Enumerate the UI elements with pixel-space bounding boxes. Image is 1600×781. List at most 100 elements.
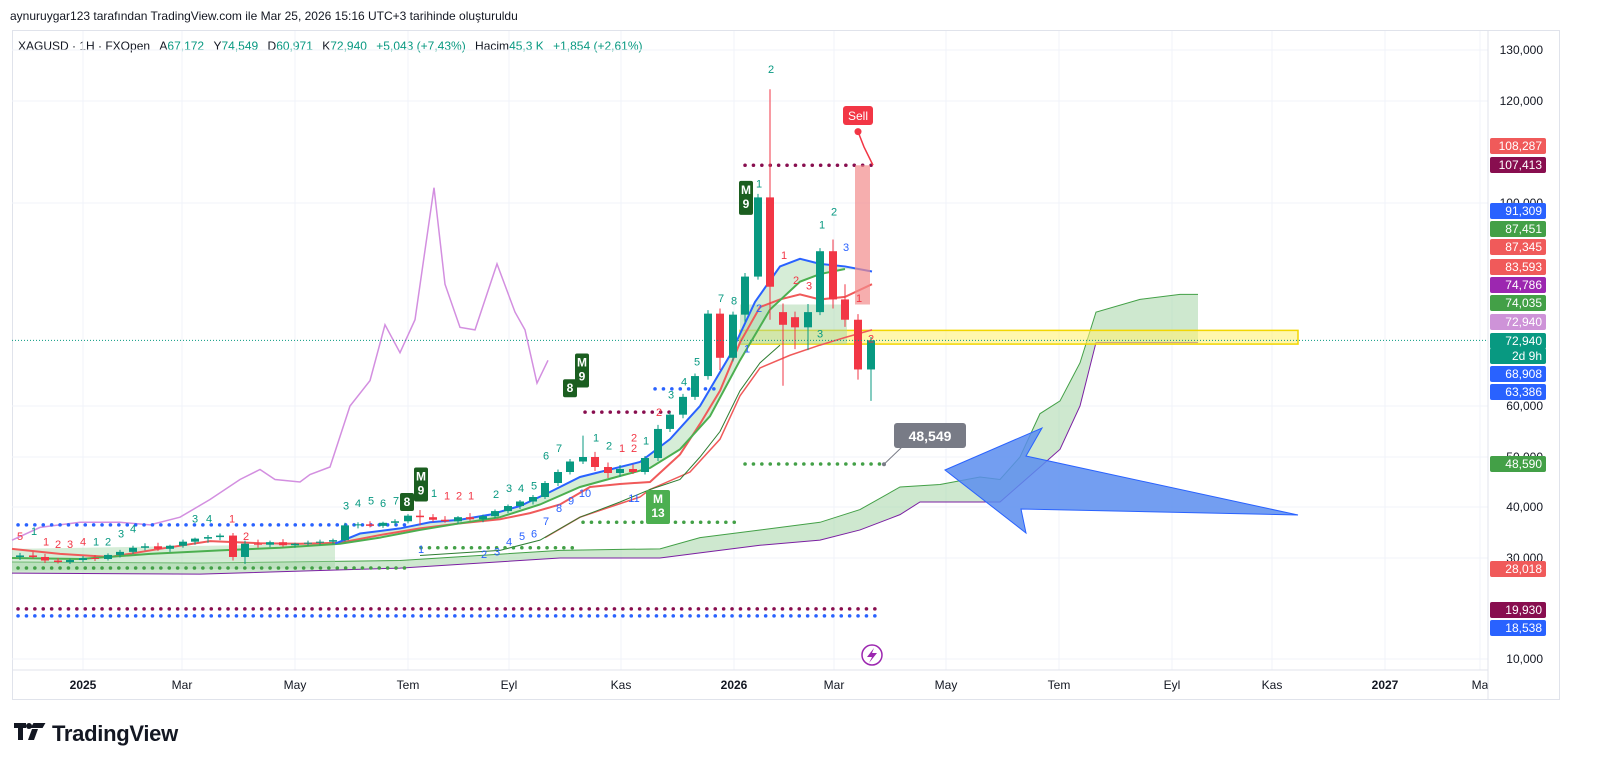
candle-body bbox=[629, 469, 637, 472]
blue-arrow bbox=[944, 426, 1299, 535]
price-tag bbox=[1490, 620, 1546, 636]
sequence-label: 3 bbox=[494, 546, 500, 558]
candle-body bbox=[729, 314, 737, 358]
sequence-label: 2 bbox=[55, 539, 61, 551]
x-tick-label: Eyl bbox=[501, 678, 518, 692]
signal-box-text: 13 bbox=[651, 506, 665, 520]
candle-body bbox=[404, 515, 412, 522]
chart-caption: aynuruygar123 tarafından TradingView.com… bbox=[10, 9, 518, 23]
sequence-label: 3 bbox=[806, 280, 812, 292]
candle-body bbox=[154, 546, 162, 549]
sequence-label: 2 bbox=[793, 275, 799, 287]
sequence-label: 7 bbox=[543, 516, 549, 528]
blue-line bbox=[334, 257, 873, 545]
sequence-label: 1 bbox=[819, 219, 825, 231]
chart-frame[interactable] bbox=[12, 30, 1560, 700]
candle-body bbox=[391, 521, 399, 523]
candle-body bbox=[179, 541, 187, 546]
candle-body bbox=[704, 313, 712, 377]
candle-body bbox=[141, 546, 149, 548]
candle-body bbox=[766, 197, 774, 287]
close-label: K bbox=[322, 39, 331, 53]
price-tag bbox=[1490, 203, 1546, 219]
cloud-upper-line bbox=[11, 293, 1198, 564]
sequence-label: 1 bbox=[93, 536, 99, 548]
candle-body bbox=[116, 551, 124, 555]
sequence-label: 2 bbox=[456, 491, 462, 503]
candle-body bbox=[716, 313, 724, 358]
sequence-label: 5 bbox=[17, 531, 23, 543]
sequence-label: 8 bbox=[556, 503, 562, 515]
sequence-label: 6 bbox=[380, 498, 386, 510]
sequence-label: 3 bbox=[506, 483, 512, 495]
sequence-label: 4 bbox=[681, 377, 687, 389]
callout-leader bbox=[883, 446, 903, 465]
candle-body bbox=[779, 312, 787, 325]
candle-body bbox=[29, 555, 37, 557]
price-tag-label: 19,930 bbox=[1505, 603, 1542, 617]
sequence-label: 2 bbox=[831, 207, 837, 219]
sequence-label: 9 bbox=[568, 496, 574, 508]
signal-box-text: 9 bbox=[418, 484, 425, 498]
signal-box-text: M bbox=[741, 183, 751, 197]
candle-body bbox=[316, 541, 324, 543]
candle-body bbox=[79, 558, 87, 561]
candle-body bbox=[679, 396, 687, 415]
x-tick-label: Ma bbox=[1472, 678, 1489, 692]
candle-body bbox=[754, 197, 762, 277]
price-tag-label: 28,018 bbox=[1505, 562, 1542, 576]
sequence-label: 4 bbox=[80, 536, 86, 548]
sequence-label: 4 bbox=[506, 536, 512, 548]
price-tag bbox=[1490, 384, 1546, 400]
red-lower-line bbox=[544, 329, 873, 539]
candle-body bbox=[479, 516, 487, 520]
tradingview-brand[interactable]: TradingView bbox=[14, 721, 178, 747]
sequence-label: 5 bbox=[531, 481, 537, 493]
x-tick-label: May bbox=[284, 678, 307, 692]
x-tick-label: May bbox=[935, 678, 958, 692]
candle-body bbox=[579, 457, 587, 462]
price-tag bbox=[1490, 366, 1546, 382]
candle-body bbox=[291, 543, 299, 546]
candle-body bbox=[566, 461, 574, 472]
candle-body bbox=[791, 317, 799, 328]
price-tag bbox=[1490, 138, 1546, 154]
candle-body bbox=[504, 506, 512, 512]
sequence-label: 1 bbox=[31, 526, 37, 538]
x-tick-label: Mar bbox=[172, 678, 193, 692]
signal-box-text: 8 bbox=[567, 381, 574, 395]
y-tick-label: 40,000 bbox=[1506, 500, 1543, 514]
candle-body bbox=[541, 483, 549, 497]
price-tag-label: 107,413 bbox=[1499, 158, 1543, 172]
low-label: D bbox=[267, 39, 277, 53]
green-dark-line bbox=[419, 344, 781, 556]
price-tag bbox=[1490, 333, 1546, 349]
sequence-label: 2 bbox=[105, 536, 111, 548]
candle-body bbox=[554, 472, 562, 483]
signal-box bbox=[575, 353, 589, 388]
sell-badge bbox=[843, 106, 873, 125]
open-label: A bbox=[159, 39, 168, 53]
sequence-label: 4 bbox=[206, 513, 212, 525]
x-tick-label: Tem bbox=[1048, 678, 1071, 692]
sequence-label: 7 bbox=[556, 443, 562, 455]
candle-body bbox=[379, 522, 387, 526]
sequence-label: 2 bbox=[631, 443, 637, 455]
sequence-label: 4 bbox=[130, 524, 136, 536]
sequence-label: 1 bbox=[418, 544, 424, 556]
sequence-label: 5 bbox=[519, 531, 525, 543]
sequence-label: 1 bbox=[593, 433, 599, 445]
sequence-label: 11 bbox=[628, 493, 639, 505]
price-tag bbox=[1490, 221, 1546, 237]
sequence-label: 1 bbox=[643, 435, 649, 447]
sequence-label: 4 bbox=[355, 498, 361, 510]
sequence-label: 2 bbox=[768, 64, 774, 76]
signal-box-text: M bbox=[577, 355, 587, 369]
candle-body bbox=[454, 517, 462, 522]
sequence-label: 6 bbox=[531, 529, 537, 541]
price-tag-label: 63,386 bbox=[1505, 385, 1542, 399]
signal-box-text: M bbox=[416, 470, 426, 484]
candle-body bbox=[54, 560, 62, 563]
x-tick-label: Tem bbox=[397, 678, 420, 692]
